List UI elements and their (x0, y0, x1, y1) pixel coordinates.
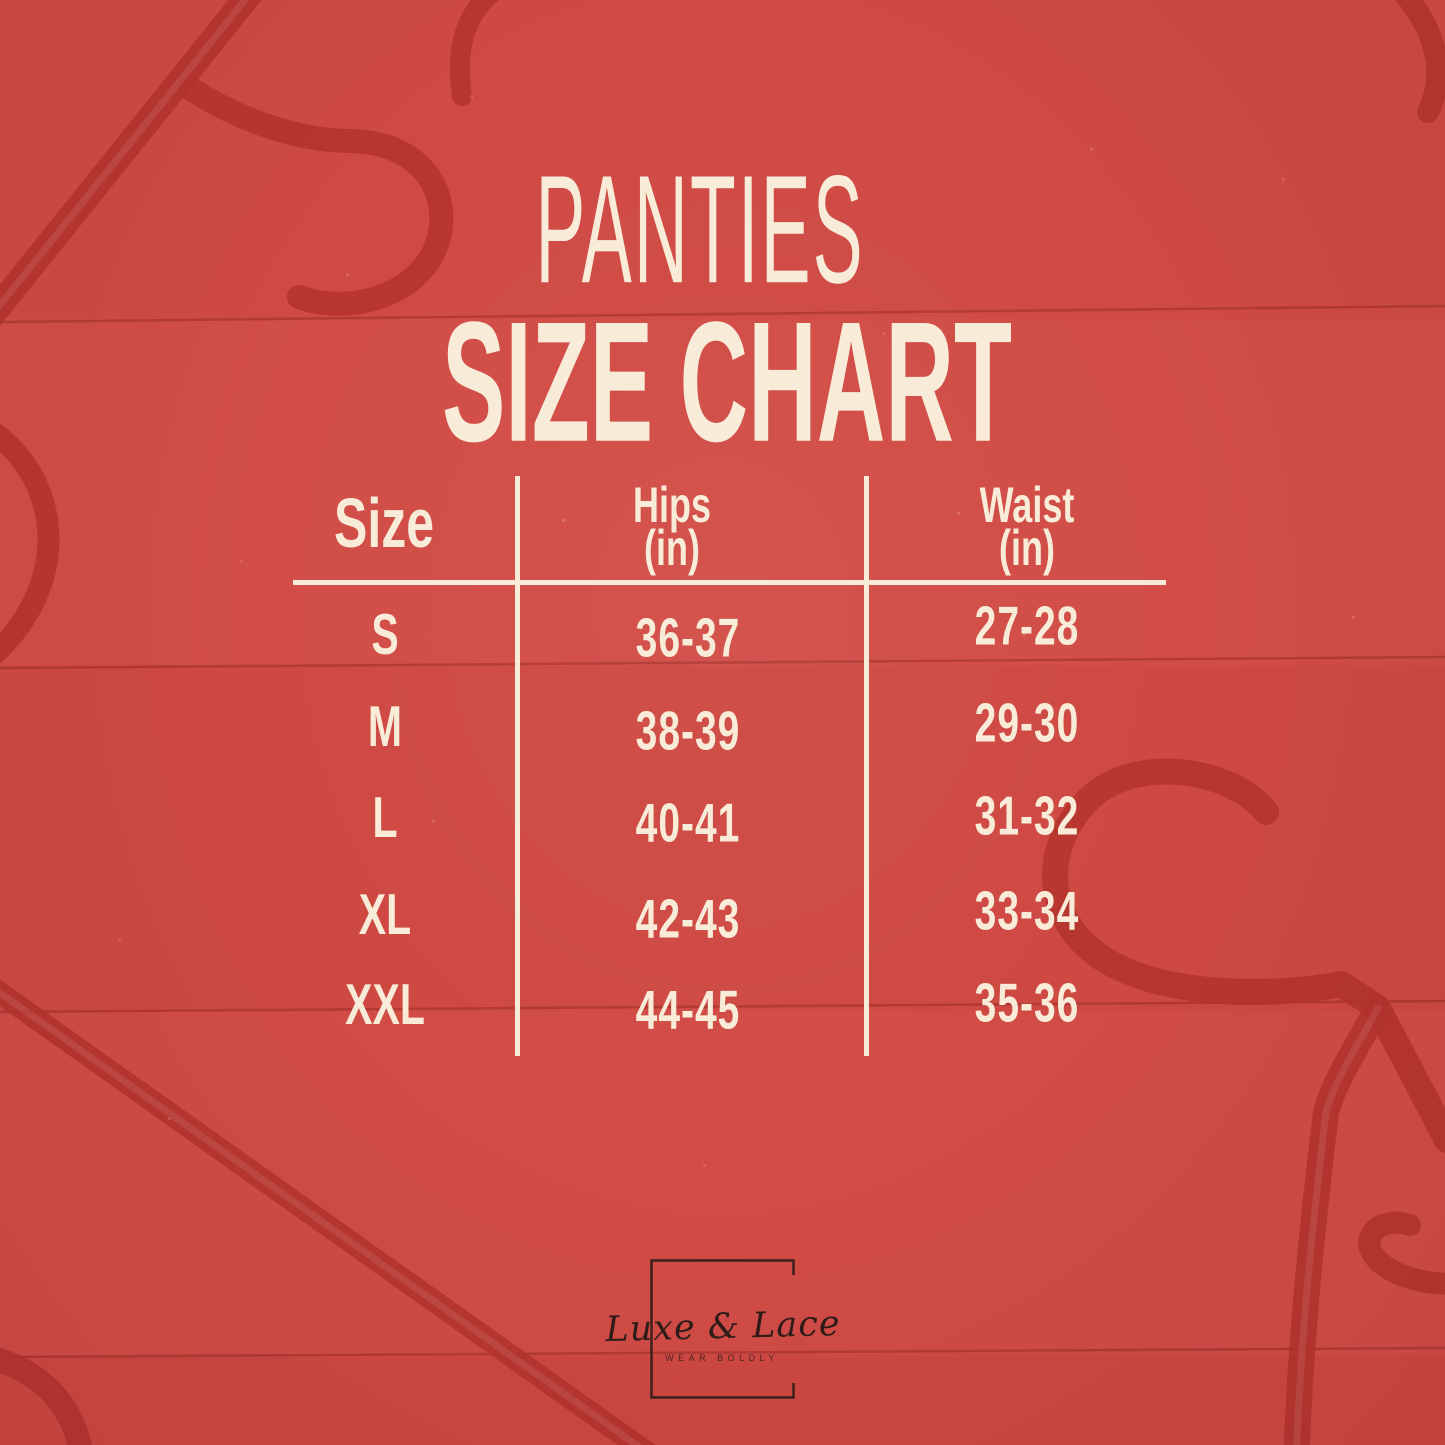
logo-frame-icon (650, 1259, 795, 1399)
waist-cell-xl: 33-34 (974, 881, 1080, 943)
hips-cell-s: 36-37 (635, 608, 741, 670)
brand-tagline: WEAR BOLDLY (665, 1353, 779, 1363)
col-header-waist: Waist (979, 475, 1075, 533)
size-cell-l: L (372, 785, 398, 850)
size-cell-xl: XL (358, 882, 412, 947)
waist-cell-xxl: 35-36 (974, 973, 1080, 1035)
size-cell-xxl: XXL (345, 972, 425, 1037)
col-header-waist-unit: (in) (999, 518, 1055, 576)
chart-category-title: PANTIES (535, 142, 865, 316)
size-cell-s: S (371, 602, 399, 667)
plank-seams (0, 304, 1445, 1359)
chart-main-title: SIZE CHART (442, 287, 1012, 479)
col-header-size: Size (333, 483, 435, 563)
waist-cell-m: 29-30 (974, 693, 1080, 755)
waist-cell-s: 27-28 (974, 596, 1080, 658)
table-divider-vertical-2 (864, 476, 869, 1056)
hips-cell-l: 40-41 (635, 793, 741, 855)
col-header-hips: Hips (632, 475, 712, 533)
table-divider-vertical-1 (515, 476, 520, 1056)
hips-cell-xl: 42-43 (635, 889, 741, 951)
size-cell-m: M (367, 694, 403, 759)
waist-cell-l: 31-32 (974, 786, 1080, 848)
col-header-hips-unit: (in) (644, 518, 700, 576)
brand-name: Luxe & Lace (604, 1303, 842, 1351)
hips-cell-m: 38-39 (635, 701, 741, 763)
table-divider-horizontal (293, 580, 1166, 585)
dust-speckles (0, 0, 3, 3)
hips-cell-xxl: 44-45 (635, 980, 741, 1042)
